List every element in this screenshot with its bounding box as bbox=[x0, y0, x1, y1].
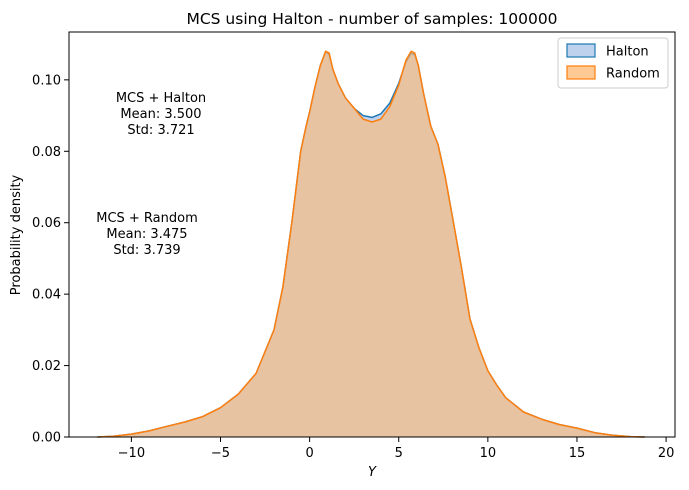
series-layer bbox=[97, 50, 645, 438]
y-tick-label: 0.02 bbox=[32, 359, 61, 374]
x-tick-label: 0 bbox=[305, 446, 313, 461]
y-tick-label: 0.04 bbox=[32, 288, 61, 303]
x-tick-label: 5 bbox=[395, 446, 403, 461]
y-tick-label: 0.08 bbox=[32, 145, 61, 160]
x-tick-label: 15 bbox=[569, 446, 586, 461]
plot-frame bbox=[68, 31, 676, 438]
y-tick-label: 0.10 bbox=[32, 73, 61, 88]
y-tick-label: 0.06 bbox=[32, 216, 61, 231]
legend-swatch-random bbox=[566, 65, 596, 80]
chart-title: MCS using Halton - number of samples: 10… bbox=[186, 10, 557, 28]
annotation-1-line-3: Std: 3.721 bbox=[127, 123, 194, 138]
legend: Halton Random bbox=[557, 37, 669, 89]
legend-swatch-halton bbox=[566, 43, 596, 58]
axes-layer: −10 −5 0 5 10 15 20 0.00 0.02 0.04 0.06 0.08 0.10 bbox=[32, 31, 676, 461]
annotation-1-line-2: Mean: 3.500 bbox=[120, 107, 201, 122]
x-tick-label: 20 bbox=[658, 446, 675, 461]
series-line-random bbox=[97, 50, 645, 438]
annotation-2-line-3: Std: 3.739 bbox=[113, 243, 180, 258]
legend-label-halton: Halton bbox=[606, 45, 649, 60]
x-tick-label: −10 bbox=[118, 446, 145, 461]
annotation-2-line-1: MCS + Random bbox=[96, 211, 198, 226]
x-tick-label: −5 bbox=[211, 446, 230, 461]
series-area-random bbox=[97, 51, 645, 438]
x-tick-label: 10 bbox=[480, 446, 497, 461]
y-tick-label: 0.00 bbox=[32, 431, 61, 446]
legend-label-random: Random bbox=[606, 67, 660, 82]
annotation-1-line-1: MCS + Halton bbox=[116, 91, 206, 106]
y-axis-label: Probability density bbox=[9, 174, 24, 295]
x-axis-label: Y bbox=[368, 465, 377, 480]
legend-items: Halton Random bbox=[566, 43, 660, 82]
annotation-2-line-2: Mean: 3.475 bbox=[106, 227, 187, 242]
